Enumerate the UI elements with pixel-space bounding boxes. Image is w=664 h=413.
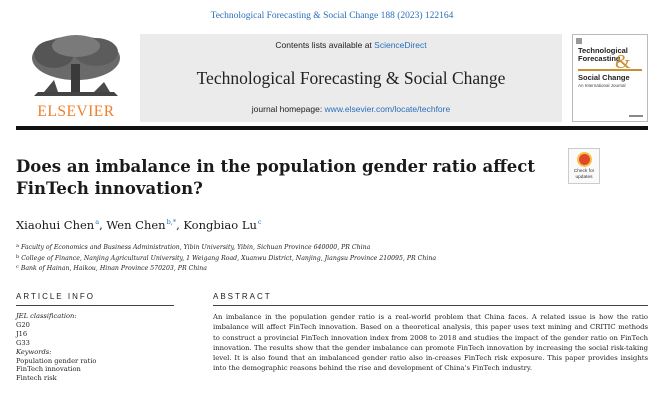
cover-divider <box>578 69 642 71</box>
affiliation-list: a Faculty of Economics and Business Admin… <box>16 242 636 274</box>
abstract-rule <box>213 305 648 306</box>
masthead-rule <box>16 126 648 130</box>
author-name[interactable]: Kongbiao Lu <box>183 218 257 232</box>
author-affiliation-mark[interactable]: b,* <box>166 218 177 226</box>
cover-title-lower: Social Change <box>578 73 630 82</box>
sciencedirect-link[interactable]: ScienceDirect <box>374 40 427 50</box>
jel-label: JEL classification: <box>16 312 77 320</box>
homepage-link[interactable]: www.elsevier.com/locate/techfore <box>324 104 451 114</box>
contents-line: Contents lists available at ScienceDirec… <box>140 40 562 50</box>
author-affiliation-mark[interactable]: c <box>257 218 262 226</box>
cover-logo-icon <box>576 38 582 44</box>
keywords-label: Keywords: <box>16 347 52 356</box>
author-list: Xiaohui Chena, Wen Chenb,*, Kongbiao Luc <box>16 218 262 232</box>
abstract-heading: ABSTRACT <box>213 292 272 301</box>
journal-banner: Contents lists available at ScienceDirec… <box>140 34 562 122</box>
journal-masthead: ELSEVIER Contents lists available at Sci… <box>16 34 648 122</box>
affiliation-item: a Faculty of Economics and Business Admin… <box>16 243 371 251</box>
article-info-heading: ARTICLE INFO <box>16 292 95 301</box>
homepage-line: journal homepage: www.elsevier.com/locat… <box>140 104 562 114</box>
author-name[interactable]: Wen Chen <box>106 218 166 232</box>
abstract-text: An imbalance in the population gender ra… <box>213 313 648 373</box>
elsevier-wordmark: ELSEVIER <box>37 103 115 120</box>
article-info-rule <box>16 305 174 306</box>
affiliation-item: c Bank of Hainan, Haikou, Hinan Province … <box>16 264 207 272</box>
keyword: FinTech innovation <box>16 365 81 374</box>
tree-icon <box>32 35 120 96</box>
cover-ampersand: & <box>615 51 631 73</box>
citation-line[interactable]: Technological Forecasting & Social Chang… <box>210 11 454 21</box>
jel-code: G33 <box>16 338 30 347</box>
elsevier-logo[interactable]: ELSEVIER <box>16 34 136 122</box>
affiliation-item: b College of Finance, Nanjing Agricultura… <box>16 253 437 262</box>
article-title: Does an imbalance in the population gend… <box>16 156 536 200</box>
contents-prefix: Contents lists available at <box>275 40 375 50</box>
journal-cover[interactable]: Technological Forecasting & Social Chang… <box>572 34 648 122</box>
cover-title-upper: Technological Forecasting <box>578 46 628 63</box>
author-name[interactable]: Xiaohui Chen <box>16 218 95 232</box>
jel-code: J16 <box>16 329 28 338</box>
check-for-updates-button[interactable]: Check for updates <box>568 148 600 184</box>
crossmark-label: Check for updates <box>573 169 595 180</box>
keyword: Population gender ratio <box>16 356 97 365</box>
crossmark-icon <box>577 152 592 167</box>
article-title-line1: Does an imbalance in the population gend… <box>16 157 535 176</box>
article-info-panel: JEL classification: G20 J16 G33 Keywords… <box>16 312 174 383</box>
journal-title: Technological Forecasting & Social Chang… <box>196 68 506 88</box>
cover-subtitle: An International Journal <box>578 83 626 88</box>
jel-code: G20 <box>16 320 30 329</box>
keyword: Fintech risk <box>16 374 57 383</box>
homepage-prefix: journal homepage: <box>251 104 325 114</box>
article-title-line2: FinTech innovation? <box>16 179 203 198</box>
cover-footer-mark <box>629 115 643 117</box>
author-affiliation-mark[interactable]: a <box>95 218 100 226</box>
